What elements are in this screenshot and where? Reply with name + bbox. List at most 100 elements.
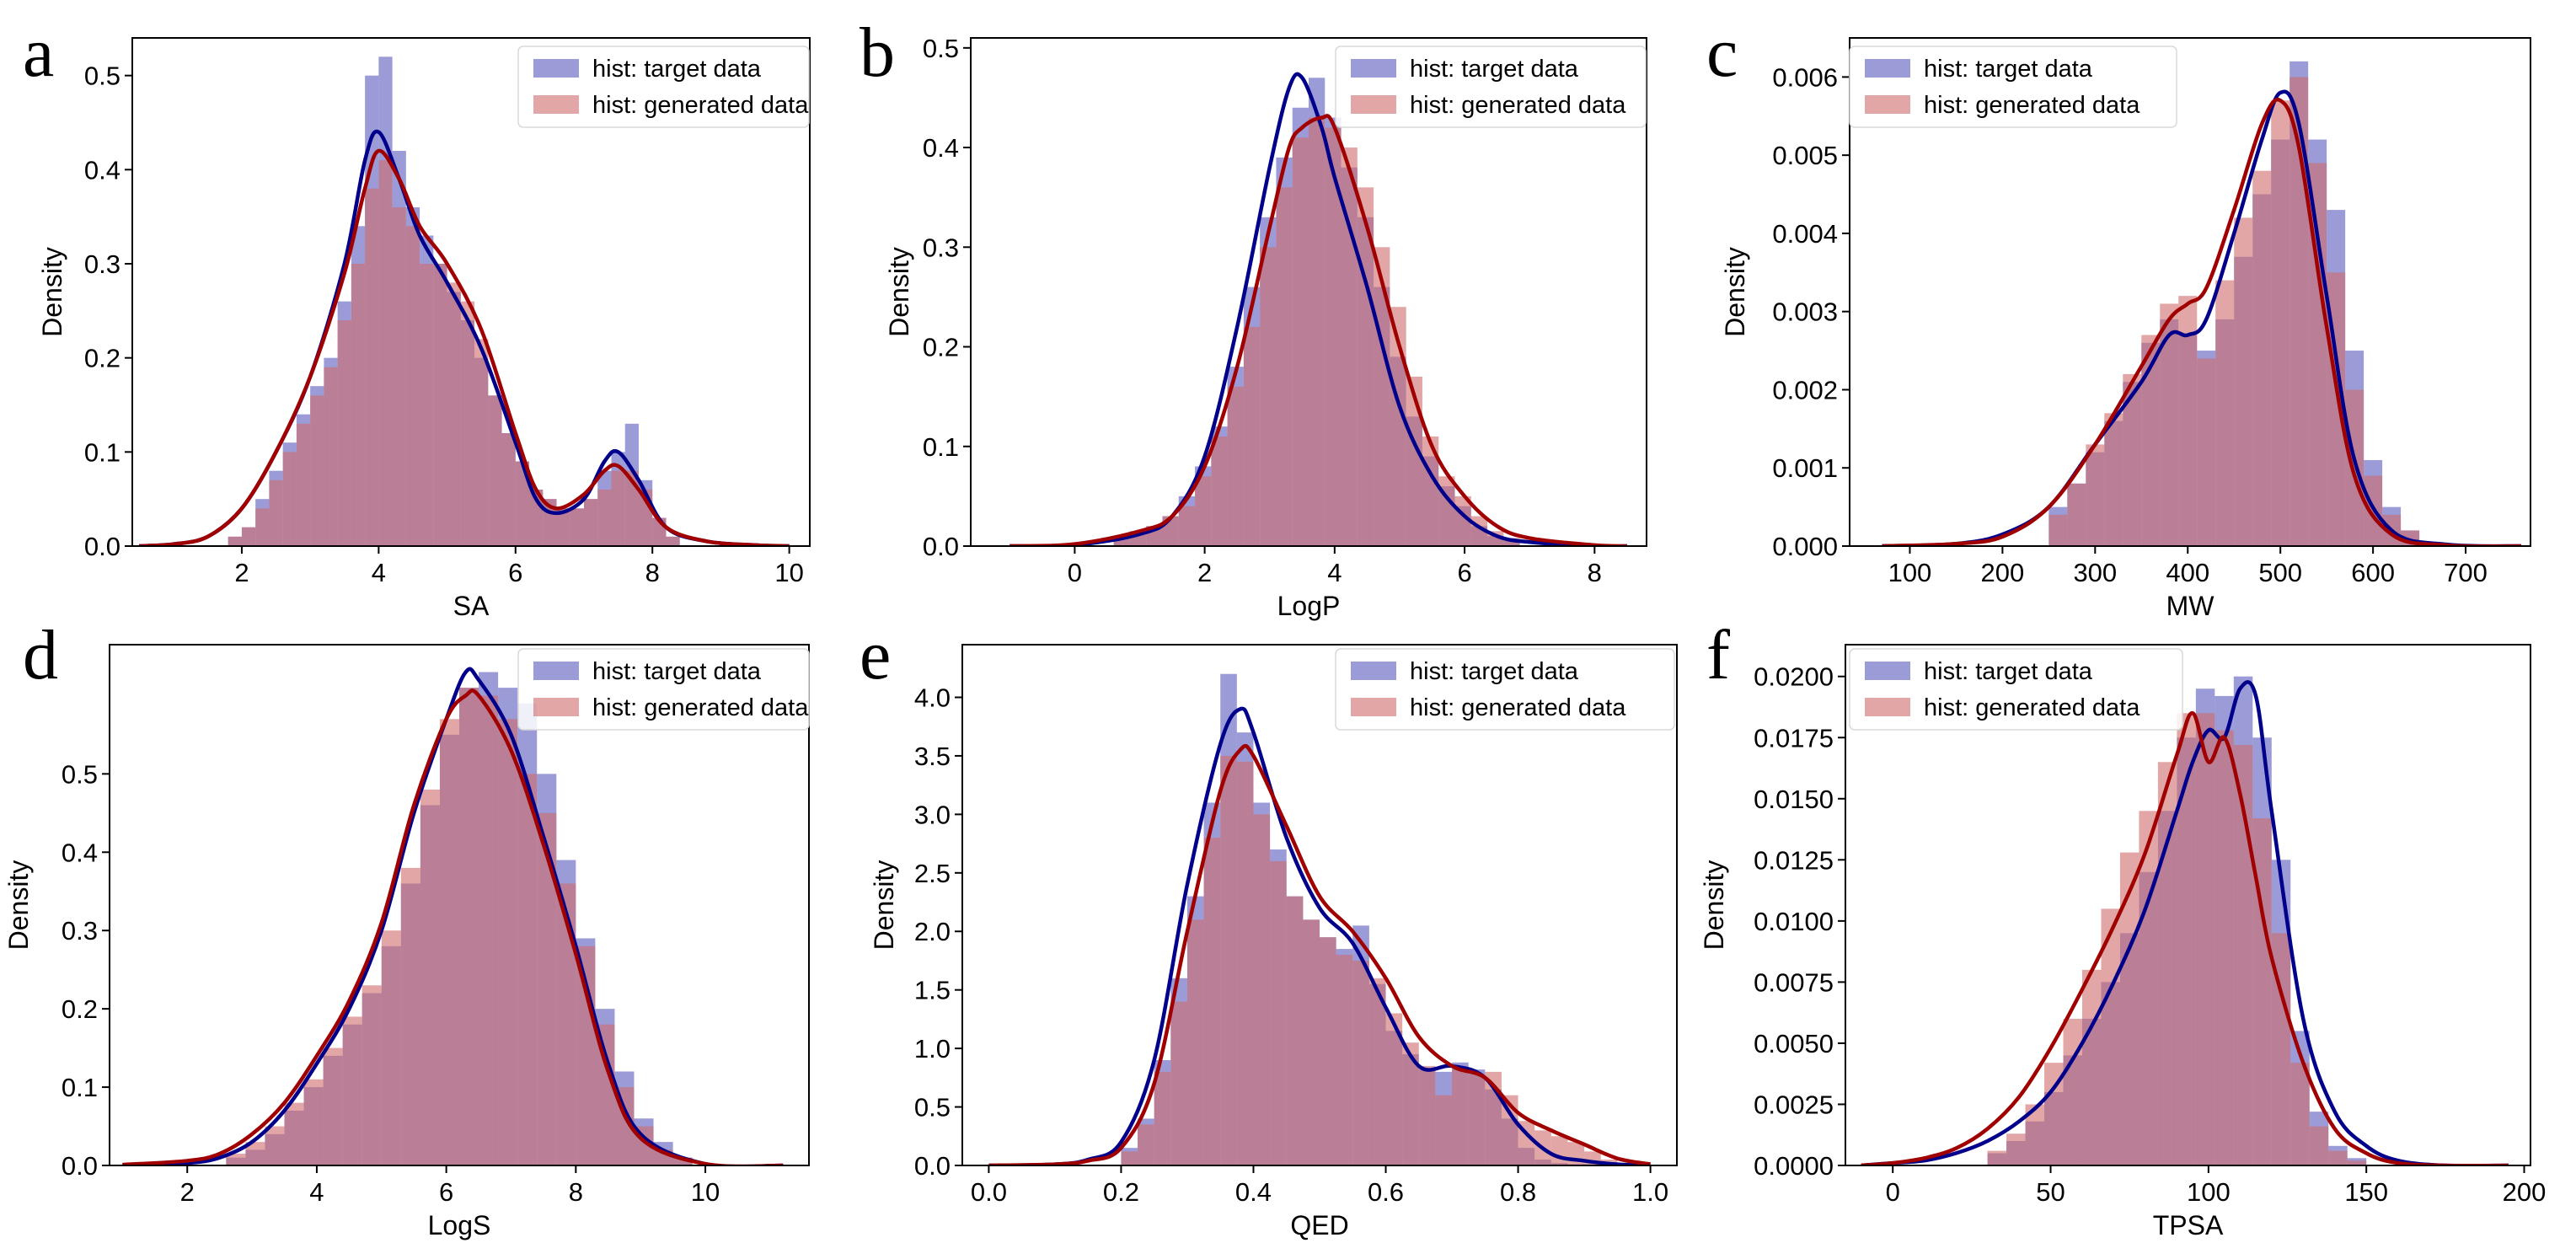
x-tick-label: 0.2 [1103, 1177, 1139, 1207]
hist-generated-bar [624, 470, 639, 546]
y-tick-label: 0.001 [1772, 453, 1838, 483]
y-tick-label: 0.5 [914, 1093, 951, 1122]
x-axis-label: LogP [1277, 591, 1341, 621]
hist-generated-bar [1121, 1151, 1138, 1165]
x-tick-label: 6 [1457, 558, 1471, 587]
hist-generated-bar [1303, 919, 1320, 1165]
hist-generated-bar [1336, 955, 1353, 1165]
legend-label-generated: hist: generated data [1924, 92, 2140, 119]
hist-generated-bar [2067, 483, 2086, 546]
y-tick-label: 0.0175 [1754, 723, 1834, 753]
x-tick-label: 4 [1327, 558, 1342, 587]
kde-target-line [1861, 680, 2509, 1165]
hist-generated-bar [1402, 1042, 1419, 1165]
hist-generated-bar [2345, 389, 2364, 546]
hist-generated-bar [1385, 1013, 1403, 1165]
legend-label-target: hist: target data [592, 658, 762, 685]
legend-swatch-generated [533, 698, 579, 716]
hist-generated-bar [2327, 272, 2346, 546]
hist-generated-bar [296, 423, 311, 546]
hist-generated-bar [2271, 100, 2290, 546]
x-tick-label: 2 [234, 558, 249, 587]
panel-d: 2 4 6 8 10 0.0 0.1 0.2 0.3 0.4 0.5 LogS Density d hist… [3, 616, 810, 1240]
legend-label-generated: hist: generated data [592, 694, 809, 721]
hist-generated-bar [2119, 852, 2140, 1165]
hist-generated-bar [1178, 506, 1196, 546]
x-tick-label: 8 [569, 1177, 583, 1207]
hist-generated-bar [269, 479, 283, 546]
hist-generated-bar [597, 490, 612, 546]
legend-box [517, 46, 810, 128]
hist-generated-bar [405, 226, 420, 546]
legend: hist: target data hist: generated data [1335, 648, 1675, 731]
hist-generated-bar [265, 1126, 285, 1165]
x-tick-label: 6 [508, 558, 522, 587]
hist-generated-bar [1195, 476, 1212, 546]
x-tick-label: 0 [1886, 1177, 1900, 1207]
hist-generated-bar [282, 452, 297, 546]
x-tick-label: 0 [1068, 558, 1082, 587]
hist-generated-bar [556, 883, 576, 1165]
hist-generated-bar [381, 930, 401, 1165]
kde-generated-line [1882, 97, 2522, 546]
y-tick-label: 0.0075 [1754, 967, 1834, 997]
hist-generated-bar [2215, 280, 2235, 546]
hist-generated-bar [479, 695, 499, 1165]
y-tick-label: 0.0125 [1754, 845, 1834, 875]
hist-generated-bar [2063, 1018, 2082, 1165]
hist-generated-bar [1236, 761, 1254, 1165]
legend-label-target: hist: target data [1924, 56, 2093, 83]
hist-generated-bar [611, 470, 625, 546]
y-tick-label: 1.5 [914, 976, 951, 1005]
hist-generated-bar [537, 812, 557, 1165]
hist-generated-bar [2252, 170, 2272, 546]
hist-generated-bar [324, 367, 338, 546]
x-tick-label: 0.6 [1368, 1177, 1404, 1207]
hist-generated [226, 688, 693, 1165]
hist-generated-bar [1260, 247, 1277, 546]
y-tick-label: 0.0 [62, 1151, 98, 1181]
hist-generated-bar [2309, 1126, 2329, 1165]
hist-generated-bar [1186, 919, 1204, 1165]
hist-generated-bar [517, 774, 538, 1165]
hist-generated [1113, 117, 1520, 546]
hist-generated-bar [1501, 1095, 1518, 1165]
y-axis-label: Density [37, 247, 67, 337]
y-tick-label: 3.5 [914, 742, 951, 771]
hist-generated-bar [556, 508, 570, 546]
hist-generated-bar [459, 688, 479, 1165]
x-tick-label: 200 [2503, 1177, 2547, 1207]
y-tick-label: 0.4 [84, 155, 120, 185]
panel-letter: c [1706, 13, 1738, 92]
legend-label-target: hist: target data [592, 56, 762, 83]
plot-frame [109, 644, 810, 1166]
hist-generated-bar [2290, 1063, 2310, 1165]
y-tick-label: 0.3 [84, 249, 120, 279]
plot-area [1882, 61, 2522, 546]
hist-generated-bar [488, 395, 502, 546]
hist-generated-bar [2006, 1133, 2026, 1165]
x-tick-label: 0.8 [1500, 1177, 1536, 1207]
x-tick-label: 6 [439, 1177, 453, 1207]
hist-generated-bar [1270, 860, 1287, 1165]
hist-generated-bar [666, 536, 680, 546]
hist-generated-bar [323, 1047, 343, 1165]
y-tick-label: 0.3 [62, 916, 98, 946]
legend-label-generated: hist: generated data [1410, 92, 1626, 119]
legend-swatch-generated [1351, 95, 1396, 114]
hist-generated-bar [2101, 908, 2120, 1165]
plot-frame [970, 37, 1647, 547]
hist-generated-bar [420, 789, 440, 1165]
x-tick-label: 2 [180, 1177, 195, 1207]
legend: hist: target data hist: generated data [1335, 46, 1647, 128]
plot-area [1010, 72, 1627, 546]
hist-generated-bar [1406, 377, 1422, 546]
legend-swatch-target [533, 59, 579, 78]
hist-generated-bar [1550, 1136, 1568, 1165]
hist-generated-bar [392, 207, 406, 546]
panel-f: 0 50 100 150 200 0.0000 0.0025 0.0050 0.0075 0.01… [1699, 616, 2546, 1240]
hist-generated-bar [1243, 326, 1261, 546]
hist-generated-bar [2271, 933, 2291, 1165]
hist-generated-bar [2123, 373, 2142, 546]
